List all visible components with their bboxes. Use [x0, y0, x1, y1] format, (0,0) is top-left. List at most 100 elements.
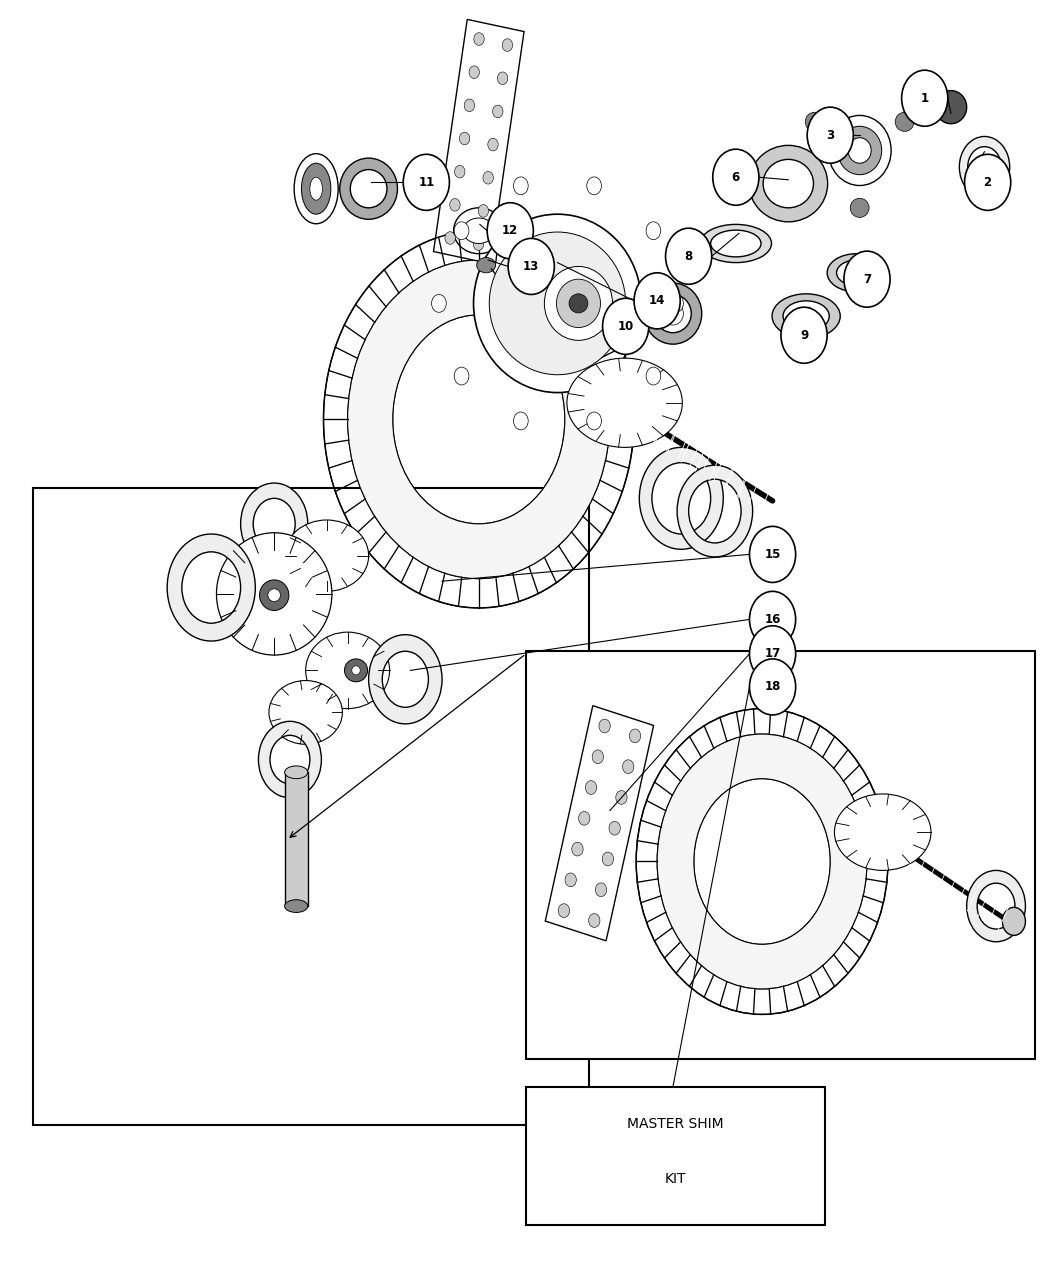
Ellipse shape [711, 230, 761, 257]
Ellipse shape [268, 589, 281, 601]
Ellipse shape [450, 198, 460, 211]
Ellipse shape [559, 904, 569, 917]
Circle shape [807, 107, 853, 163]
Ellipse shape [895, 112, 914, 132]
Ellipse shape [473, 215, 642, 392]
Circle shape [713, 149, 758, 206]
Circle shape [749, 659, 795, 715]
Ellipse shape [569, 294, 588, 313]
Ellipse shape [306, 632, 389, 709]
Text: 6: 6 [732, 171, 740, 184]
Ellipse shape [935, 91, 967, 124]
Ellipse shape [615, 790, 627, 805]
Bar [526, 651, 1035, 1059]
Ellipse shape [340, 158, 398, 220]
Ellipse shape [834, 794, 931, 871]
Ellipse shape [217, 533, 331, 655]
Wedge shape [347, 261, 610, 578]
Wedge shape [368, 635, 442, 724]
Circle shape [513, 412, 528, 430]
Circle shape [666, 229, 712, 285]
Ellipse shape [502, 38, 512, 51]
Ellipse shape [772, 294, 841, 338]
Ellipse shape [623, 760, 634, 774]
Ellipse shape [302, 163, 330, 215]
Wedge shape [658, 734, 867, 988]
Ellipse shape [477, 258, 495, 273]
Ellipse shape [260, 580, 289, 610]
Circle shape [603, 299, 649, 354]
Circle shape [454, 222, 469, 240]
Ellipse shape [579, 811, 590, 825]
Wedge shape [967, 871, 1026, 941]
Text: 7: 7 [863, 273, 871, 286]
Ellipse shape [350, 170, 387, 208]
Circle shape [646, 366, 661, 384]
Circle shape [587, 178, 602, 195]
Circle shape [513, 178, 528, 195]
Ellipse shape [464, 100, 474, 111]
Circle shape [634, 273, 681, 329]
Circle shape [454, 366, 469, 384]
Circle shape [508, 239, 554, 295]
Ellipse shape [557, 280, 601, 328]
Ellipse shape [473, 238, 484, 250]
Ellipse shape [498, 72, 508, 84]
Bar [33, 488, 589, 1125]
Ellipse shape [351, 665, 360, 674]
Ellipse shape [295, 153, 338, 223]
Circle shape [749, 626, 795, 682]
Circle shape [587, 412, 602, 430]
Ellipse shape [473, 33, 484, 45]
Ellipse shape [602, 852, 613, 866]
Ellipse shape [344, 659, 367, 682]
Bar [285, 773, 308, 907]
Wedge shape [959, 137, 1010, 198]
Ellipse shape [469, 66, 480, 78]
Ellipse shape [654, 295, 691, 333]
Ellipse shape [285, 766, 308, 779]
Ellipse shape [285, 900, 308, 913]
Circle shape [749, 526, 795, 582]
Ellipse shape [836, 261, 876, 286]
Ellipse shape [592, 750, 604, 764]
Text: 2: 2 [984, 176, 992, 189]
Ellipse shape [567, 358, 683, 447]
Ellipse shape [489, 232, 626, 374]
Wedge shape [259, 722, 322, 798]
Ellipse shape [629, 729, 641, 743]
Text: 3: 3 [826, 129, 834, 142]
Text: 12: 12 [502, 225, 519, 238]
Text: 1: 1 [920, 92, 929, 105]
Circle shape [965, 155, 1011, 211]
Ellipse shape [599, 719, 610, 733]
Ellipse shape [488, 138, 499, 151]
Ellipse shape [269, 681, 342, 744]
Text: 17: 17 [765, 647, 781, 660]
Ellipse shape [463, 218, 494, 244]
Wedge shape [677, 465, 752, 557]
Circle shape [902, 70, 948, 126]
Ellipse shape [701, 225, 771, 263]
Ellipse shape [644, 283, 702, 345]
Polygon shape [545, 706, 653, 941]
Ellipse shape [453, 208, 504, 254]
Ellipse shape [585, 780, 596, 794]
Wedge shape [167, 534, 256, 641]
Ellipse shape [609, 821, 621, 835]
Ellipse shape [763, 160, 813, 208]
Bar [526, 1087, 825, 1225]
Ellipse shape [663, 303, 684, 326]
Text: 11: 11 [419, 176, 434, 189]
Circle shape [403, 155, 449, 211]
Circle shape [749, 591, 795, 647]
Text: 9: 9 [800, 328, 808, 342]
Text: 14: 14 [649, 294, 665, 308]
Text: 8: 8 [685, 250, 693, 263]
Text: 15: 15 [765, 548, 781, 561]
Ellipse shape [783, 301, 829, 332]
Ellipse shape [589, 913, 600, 927]
Ellipse shape [445, 231, 456, 244]
Ellipse shape [565, 873, 576, 886]
Ellipse shape [310, 178, 323, 200]
